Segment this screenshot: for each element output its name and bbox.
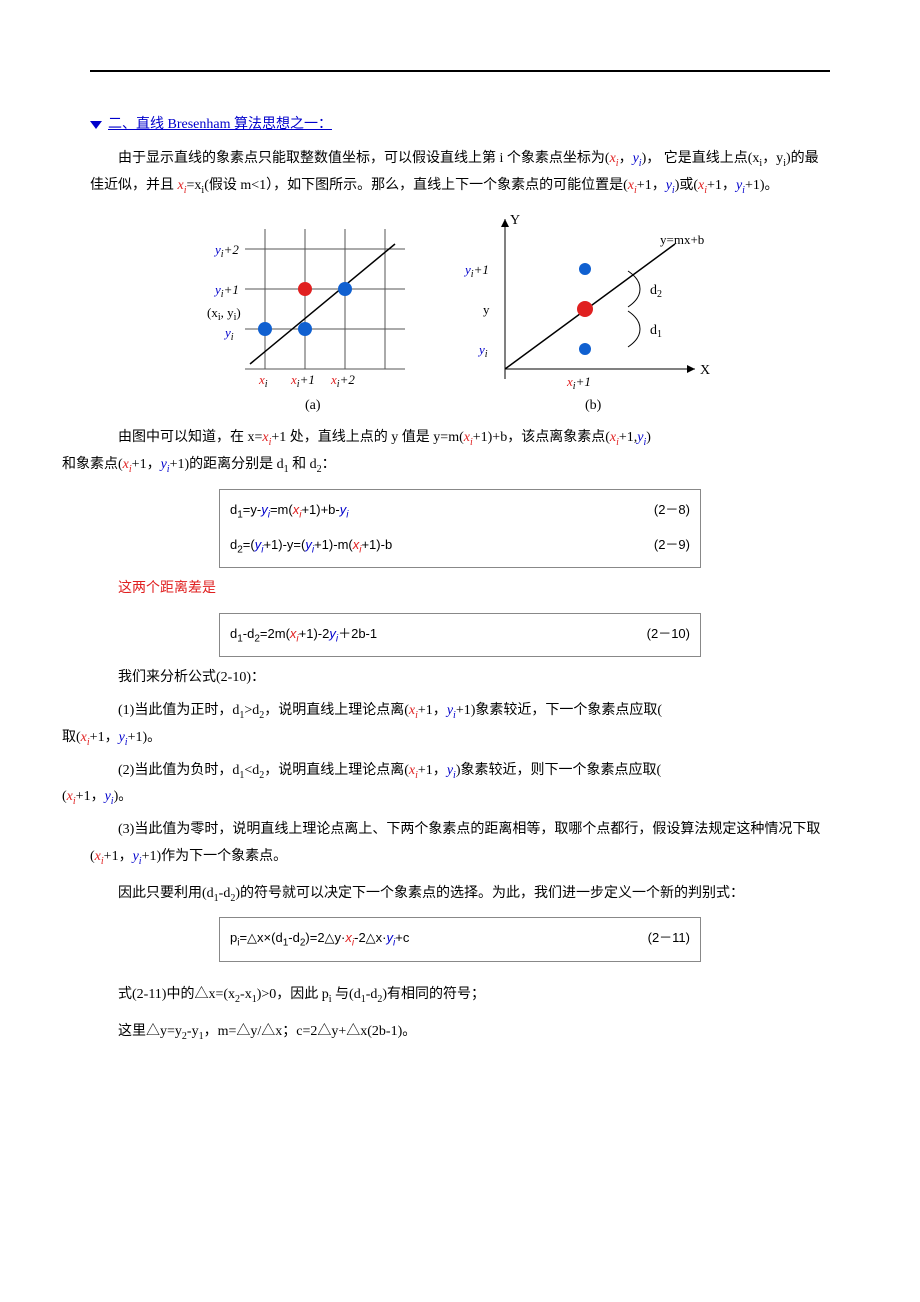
svg-text:yi+2: yi+2	[213, 242, 239, 260]
paragraph-2: 由图中可以知道，在 x=xi+1 处，直线上点的 y 值是 y=m(xi+1)+…	[90, 425, 830, 479]
svg-text:yi+1: yi+1	[463, 262, 489, 280]
paragraph-1: 由于显示直线的象素点只能取整数值坐标，可以假设直线上第 i 个象素点坐标为(xi…	[90, 146, 830, 200]
paragraph-4d: (3)当此值为零时，说明直线上理论点离上、下两个象素点的距离相等，取哪个点都行，…	[90, 817, 830, 870]
svg-text:xi+2: xi+2	[330, 372, 355, 390]
svg-text:Y: Y	[510, 213, 520, 228]
figure-a: yi+2 yi+1 (xi, yi) yi xi xi+1 xi+2 (a)	[195, 209, 425, 419]
svg-text:xi: xi	[258, 372, 268, 390]
paragraph-5: 因此只要利用(d1-d2)的符号就可以决定下一个象素点的选择。为此，我们进一步定…	[90, 881, 830, 908]
svg-text:(b): (b)	[585, 398, 602, 413]
svg-text:X: X	[700, 363, 710, 378]
dropdown-arrow-icon	[90, 121, 102, 129]
svg-text:yi: yi	[477, 342, 488, 360]
svg-text:xi+1: xi+1	[566, 374, 591, 392]
svg-text:(a): (a)	[305, 398, 321, 413]
paragraph-6a: 式(2-11)中的△x=(x2-x1)>0，因此 pi 与(d1-d2)有相同的…	[90, 982, 830, 1009]
svg-text:yi+1: yi+1	[213, 282, 239, 300]
svg-text:y: y	[483, 302, 490, 317]
header-rule	[90, 70, 830, 72]
paragraph-4c: (2)当此值为负时，d1<d2，说明直线上理论点离(xi+1，yi)象素较近，则…	[90, 758, 830, 812]
section-title-text: 二、直线 Bresenham 算法思想之一：	[108, 112, 332, 139]
svg-text:xi+1: xi+1	[290, 372, 315, 390]
paragraph-3: 这两个距离差是	[90, 576, 830, 603]
paragraph-4a: 我们来分析公式(2-10)：	[90, 665, 830, 692]
figure-b: d2 d1 Y X y=mx+b yi+1 y yi xi+1 (b)	[445, 209, 725, 419]
svg-text:(xi, yi): (xi, yi)	[207, 305, 241, 323]
equation-box-1: d1=y-yi=m(xi+1)+b-yi (2－8) d2=(yi+1)-y=(…	[219, 489, 701, 568]
equation-box-2: d1-d2=2m(xi+1)-2yi＋2b-1 (2－10)	[219, 613, 701, 658]
paragraph-6b: 这里△y=y2-y1，m=△y/△x；c=2△y+△x(2b-1)。	[90, 1019, 830, 1046]
paragraph-4b: (1)当此值为正时，d1>d2，说明直线上理论点离(xi+1，yi+1)象素较近…	[90, 698, 830, 752]
figures: yi+2 yi+1 (xi, yi) yi xi xi+1 xi+2 (a) d…	[90, 209, 830, 419]
svg-text:d1: d1	[650, 323, 662, 340]
svg-text:d2: d2	[650, 283, 662, 300]
svg-text:yi: yi	[223, 325, 234, 343]
svg-text:y=mx+b: y=mx+b	[660, 232, 704, 247]
section-title: 二、直线 Bresenham 算法思想之一：	[90, 112, 332, 139]
page: 二、直线 Bresenham 算法思想之一： 由于显示直线的象素点只能取整数值坐…	[0, 0, 920, 1096]
equation-box-3: pi=△x×(d1-d2)=2△y·xi-2△x·yi+c (2－11)	[219, 917, 701, 962]
section-title-row: 二、直线 Bresenham 算法思想之一：	[90, 112, 830, 140]
